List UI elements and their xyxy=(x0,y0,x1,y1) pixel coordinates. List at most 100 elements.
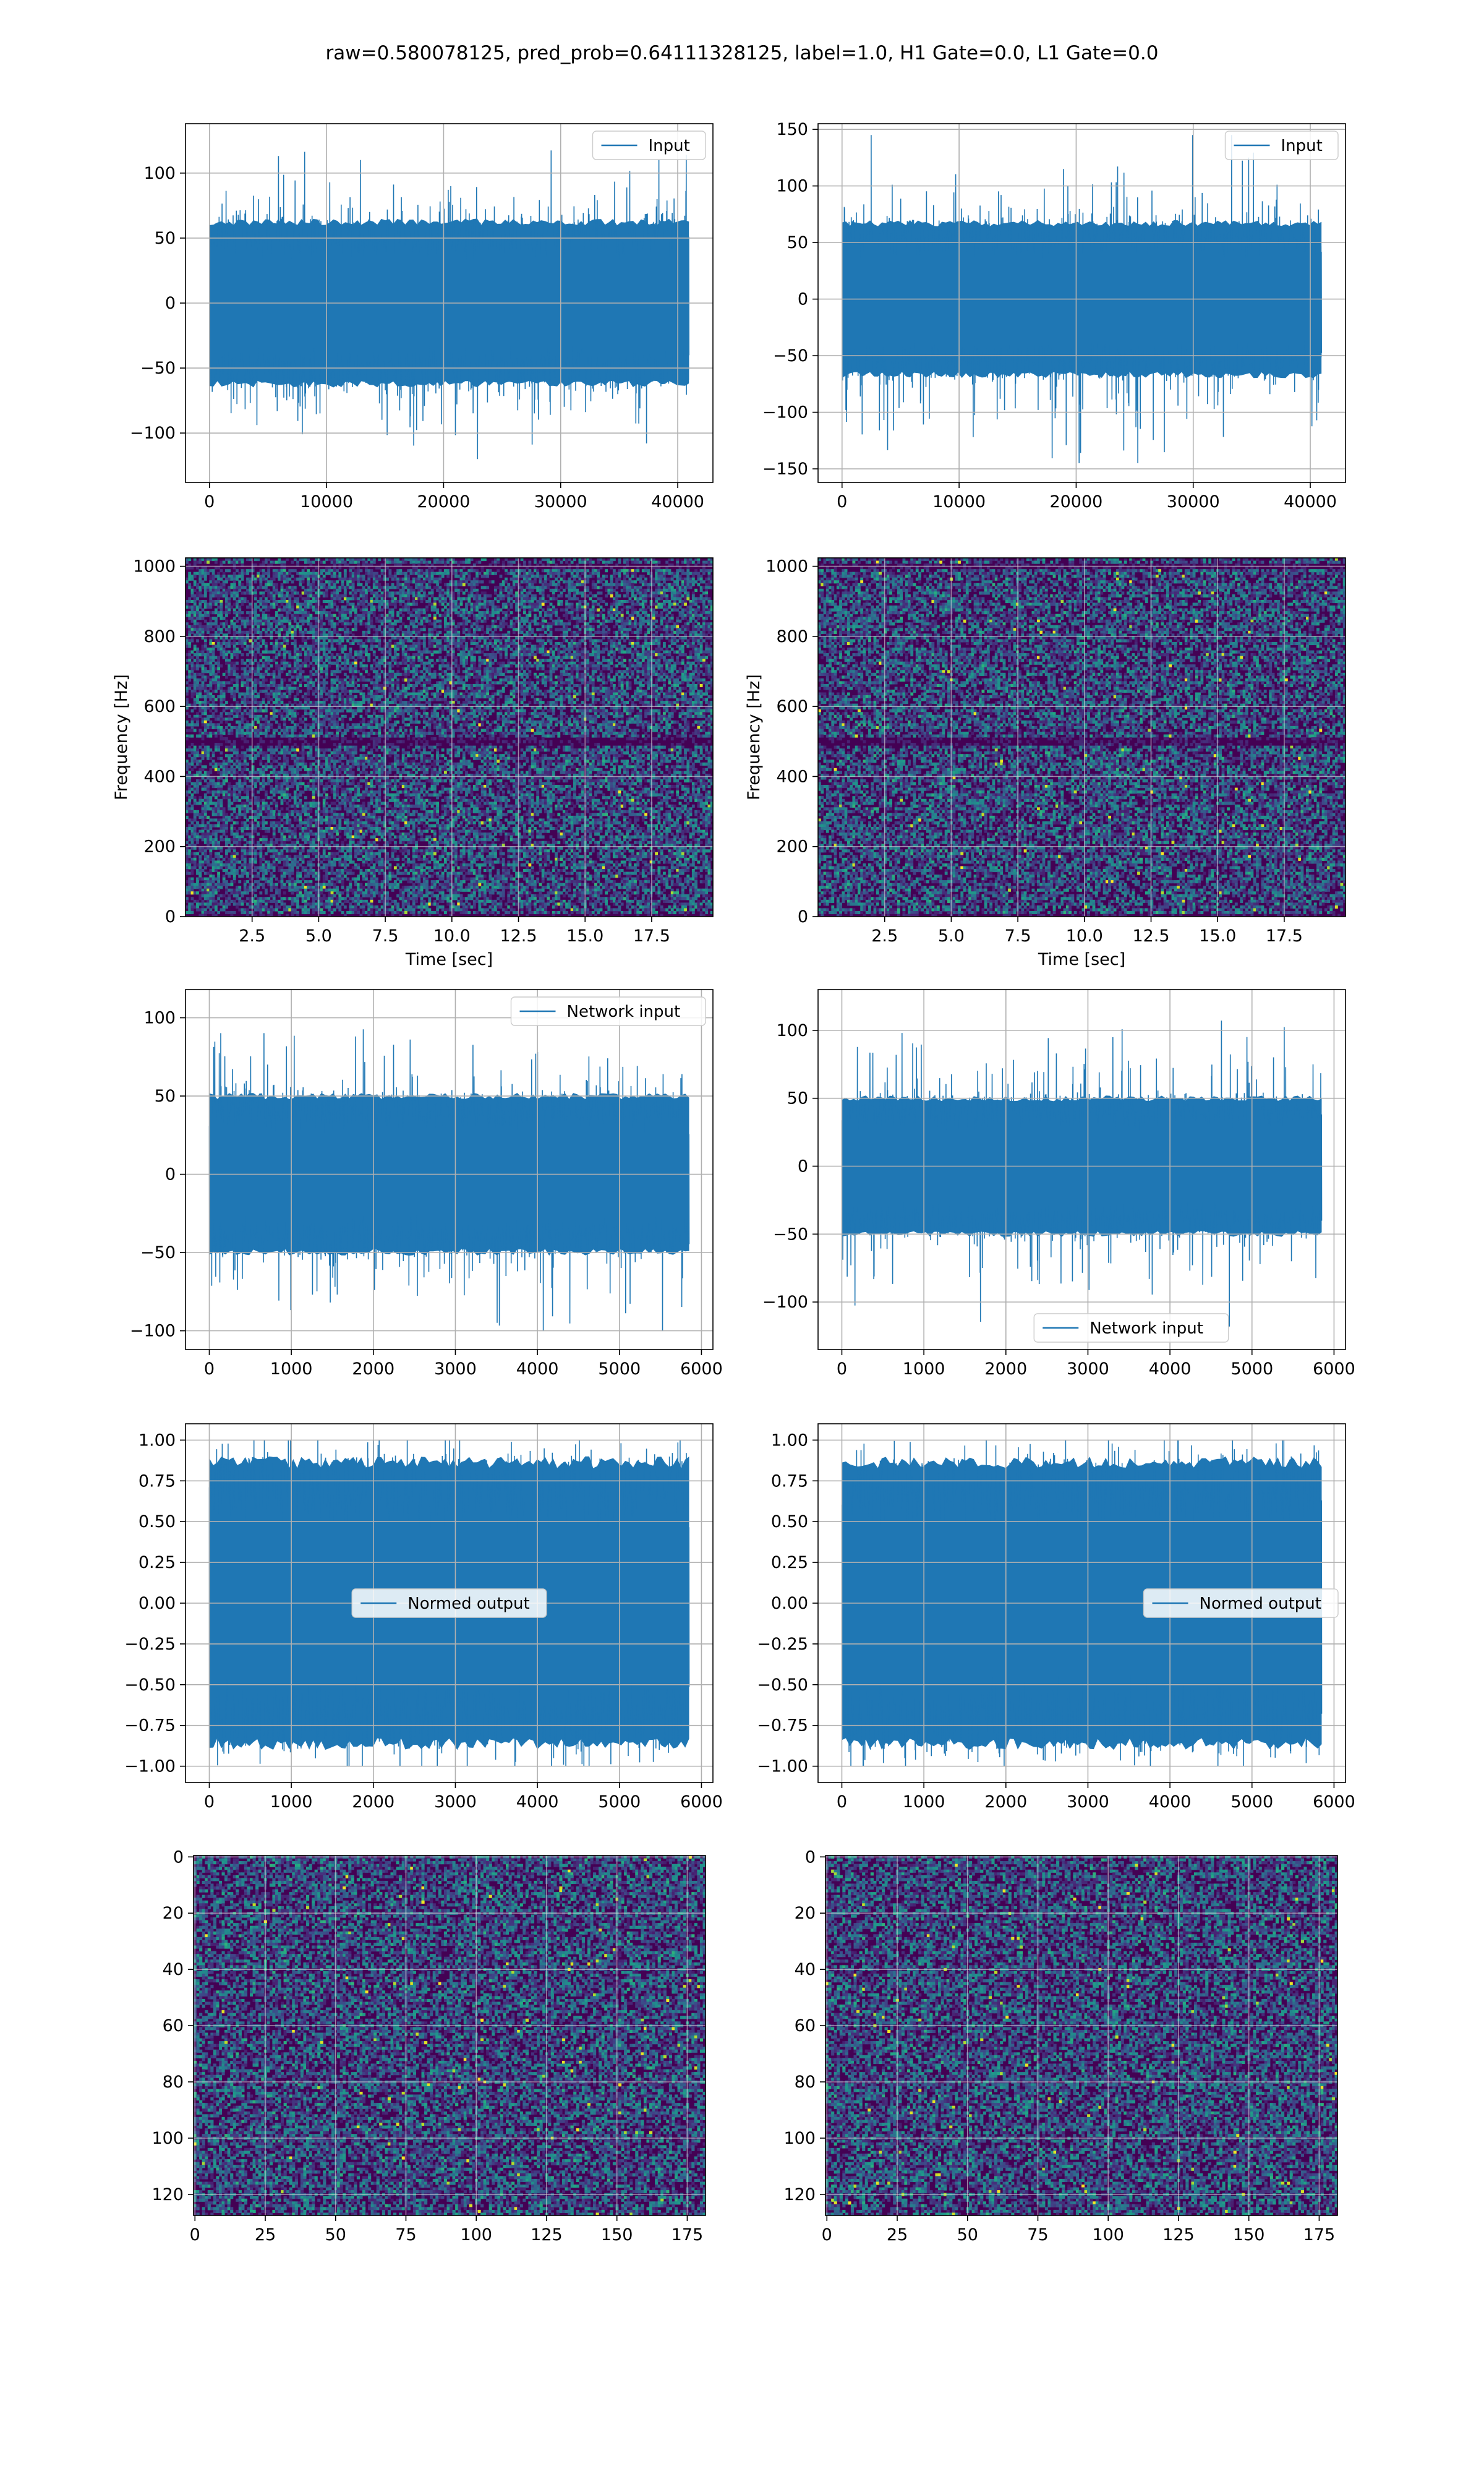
normed-output-right-xtick-label: 5000 xyxy=(1230,1792,1273,1812)
image-right-ytick-label: 80 xyxy=(795,2073,816,2092)
network-input-right-ytick-label: 0 xyxy=(798,1157,808,1176)
image-right-ytick-label: 60 xyxy=(795,2016,816,2035)
image-left-xtick-label: 75 xyxy=(395,2225,416,2245)
normed-output-right-ytick-label: 0.75 xyxy=(771,1471,808,1491)
network-input-left-legend: Network input xyxy=(511,997,706,1025)
spectrogram-right-xtick-label: 10.0 xyxy=(1066,927,1103,946)
normed-output-right-xtick-label: 6000 xyxy=(1313,1792,1355,1812)
spectrogram-right-xtick-label: 15.0 xyxy=(1199,927,1236,946)
normed-output-left-xtick-label: 1000 xyxy=(270,1792,313,1812)
input-left-ytick-label: 0 xyxy=(165,294,176,313)
network-input-right-xtick-label: 2000 xyxy=(984,1359,1027,1379)
network-input-left-ytick-label: 100 xyxy=(143,1009,176,1028)
spectrogram-left-ylabel: Frequency [Hz] xyxy=(112,674,131,800)
network-input-left-xtick-label: 2000 xyxy=(352,1359,394,1379)
normed-output-right-xtick-label: 2000 xyxy=(984,1792,1027,1812)
normed-output-left-xtick-label: 3000 xyxy=(434,1792,477,1812)
spectrogram-right-axes: 2.5 5.0 7.5 10.0 12.5 15.0 17.5020040060080010… xyxy=(744,557,1346,969)
normed-output-left-ytick-label: 0.25 xyxy=(139,1553,176,1572)
spectrogram-left-axes: 2.5 5.0 7.5 10.0 12.5 15.0 17.5020040060080010… xyxy=(112,557,714,969)
network-input-right-ytick-label: −50 xyxy=(773,1225,808,1244)
network-input-right-legend: Network input xyxy=(1034,1314,1229,1342)
input-left-legend: Input xyxy=(593,131,706,160)
normed-output-right-legend: Normed output xyxy=(1144,1589,1339,1617)
normed-output-right-ytick-label: 0.00 xyxy=(771,1594,808,1613)
network-input-right-ytick-label: 100 xyxy=(776,1021,808,1040)
input-right-xtick-label: 30000 xyxy=(1167,492,1220,511)
normed-output-left-ytick-label: −0.25 xyxy=(124,1635,176,1654)
spectrogram-right-xtick-label: 5.0 xyxy=(938,927,965,946)
spectrogram-left-xtick-label: 7.5 xyxy=(372,927,399,946)
image-right-ytick-label: 0 xyxy=(805,1847,816,1867)
normed-output-left-ytick-label: 0.50 xyxy=(139,1512,176,1531)
spectrogram-right-ytick-label: 600 xyxy=(776,697,808,716)
input-right-xtick-label: 0 xyxy=(837,492,847,511)
image-left-ytick-label: 100 xyxy=(151,2129,184,2148)
input-left-xtick-label: 40000 xyxy=(651,492,704,511)
network-input-left-ytick-label: −50 xyxy=(140,1243,176,1262)
network-input-right-xtick-label: 3000 xyxy=(1067,1359,1109,1379)
spectrogram-right-xlabel: Time [sec] xyxy=(1038,950,1125,969)
input-left-legend-label: Input xyxy=(649,137,690,155)
input-left-grid xyxy=(186,124,713,482)
normed-output-right-ytick-label: −0.50 xyxy=(757,1676,808,1695)
image-left-heatmap-cells xyxy=(194,1856,706,2216)
network-input-right-ytick-label: 50 xyxy=(787,1089,808,1108)
network-input-left-xtick-label: 3000 xyxy=(434,1359,477,1379)
normed-output-left-legend: Normed output xyxy=(352,1589,547,1617)
image-right-ytick-label: 40 xyxy=(795,1960,816,1979)
input-right-ytick-label: 150 xyxy=(776,120,808,139)
spectrogram-right-xtick-label: 12.5 xyxy=(1132,927,1169,946)
spectrogram-right-ytick-label: 400 xyxy=(776,767,808,786)
input-right-xtick-label: 20000 xyxy=(1049,492,1102,511)
network-input-right-plot-area xyxy=(842,1021,1322,1327)
network-input-left-ytick-label: 0 xyxy=(165,1165,176,1184)
network-input-left-ytick-label: −100 xyxy=(130,1322,176,1341)
input-right-xtick-label: 40000 xyxy=(1284,492,1337,511)
normed-output-left-ytick-label: −0.75 xyxy=(124,1716,176,1736)
input-right-ytick-label: 0 xyxy=(798,290,808,309)
spectrogram-left-xtick-label: 17.5 xyxy=(633,927,670,946)
normed-output-left-legend-label: Normed output xyxy=(407,1594,529,1613)
input-right-ytick-label: 50 xyxy=(787,233,808,252)
network-input-left-xtick-label: 1000 xyxy=(270,1359,313,1379)
spectrogram-left-plot-area xyxy=(186,558,714,917)
image-right-xtick-label: 150 xyxy=(1233,2225,1265,2245)
input-left-ytick-label: 100 xyxy=(143,164,176,183)
input-left-ytick-label: 50 xyxy=(155,229,176,248)
input-right-ytick-label: −50 xyxy=(773,346,808,366)
image-right-ytick-label: 20 xyxy=(795,1904,816,1923)
spectrogram-left-ytick-label: 200 xyxy=(143,837,176,857)
network-input-right-axes: 0 1000 2000 3000 4000 5000 6000−100−50050100Ne… xyxy=(762,990,1355,1379)
spectrogram-left-ytick-label: 0 xyxy=(165,907,176,927)
image-right-xtick-label: 100 xyxy=(1092,2225,1124,2245)
normed-output-left-xtick-label: 0 xyxy=(204,1792,215,1812)
image-right-xtick-label: 50 xyxy=(957,2225,978,2245)
image-left-ytick-label: 60 xyxy=(163,2016,184,2035)
spectrogram-left-xtick-label: 10.0 xyxy=(433,927,471,946)
image-right-ytick-label: 120 xyxy=(783,2185,816,2204)
spectrogram-right-plot-area xyxy=(818,558,1346,917)
normed-output-left-ytick-label: 1.00 xyxy=(139,1431,176,1450)
normed-output-right-ytick-label: −0.25 xyxy=(757,1635,808,1654)
spectrogram-left-xtick-label: 2.5 xyxy=(239,927,265,946)
input-left-series-line xyxy=(210,150,689,459)
network-input-left-plot-area xyxy=(210,1029,689,1330)
network-input-right-xtick-label: 0 xyxy=(837,1359,847,1379)
image-right-xtick-label: 0 xyxy=(822,2225,832,2245)
spectrogram-right-xtick-label: 7.5 xyxy=(1005,927,1031,946)
normed-output-right-ytick-label: 0.50 xyxy=(771,1512,808,1531)
normed-output-left-ytick-label: −1.00 xyxy=(124,1757,176,1776)
network-input-left-xtick-label: 4000 xyxy=(516,1359,559,1379)
normed-output-right-xtick-label: 0 xyxy=(837,1792,847,1812)
image-left-xtick-label: 0 xyxy=(190,2225,200,2245)
network-input-left-xtick-label: 6000 xyxy=(680,1359,723,1379)
network-input-right-xtick-label: 6000 xyxy=(1313,1359,1355,1379)
normed-output-left-xtick-label: 6000 xyxy=(680,1792,723,1812)
network-input-right-xtick-label: 5000 xyxy=(1230,1359,1273,1379)
input-left-xtick-label: 20000 xyxy=(417,492,470,511)
